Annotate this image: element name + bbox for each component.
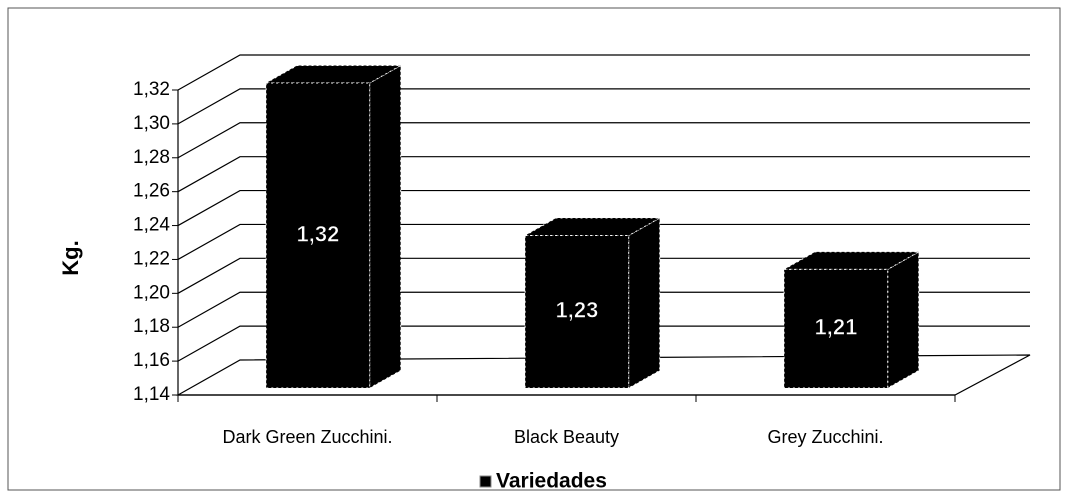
bar-side bbox=[369, 64, 402, 389]
bar bbox=[523, 217, 662, 389]
y-tick-label: 1,22 bbox=[133, 248, 170, 269]
bar-front bbox=[524, 235, 630, 389]
y-tick-label: 1,28 bbox=[133, 147, 170, 168]
bar-side bbox=[887, 251, 920, 389]
bar-front bbox=[783, 268, 889, 389]
legend-label: Variedades bbox=[496, 470, 607, 493]
y-tick-label: 1,14 bbox=[133, 384, 170, 405]
data-label: 1,23 bbox=[555, 298, 598, 323]
y-tick-label: 1,32 bbox=[133, 79, 170, 100]
bar-side bbox=[628, 217, 661, 389]
bar-top bbox=[782, 251, 921, 270]
y-tick-label: 1,24 bbox=[133, 215, 170, 236]
bar-front bbox=[265, 82, 371, 389]
y-tick-label: 1,20 bbox=[133, 282, 170, 303]
grid-line bbox=[177, 325, 1030, 362]
data-label: 1,21 bbox=[814, 315, 857, 340]
grid-line bbox=[177, 156, 1030, 193]
bar bbox=[782, 251, 921, 389]
legend-swatch bbox=[479, 475, 492, 488]
grid-line bbox=[177, 189, 1030, 227]
data-label: 1,32 bbox=[296, 221, 339, 246]
grid-line bbox=[177, 88, 1030, 125]
y-tick-label: 1,30 bbox=[133, 113, 170, 134]
grid-line bbox=[177, 257, 1030, 294]
grid-line bbox=[177, 223, 1030, 260]
y-tick-label: 1,26 bbox=[133, 181, 170, 202]
grid-line bbox=[177, 54, 1030, 91]
x-tick-label: Black Beauty bbox=[514, 427, 619, 447]
y-tick-label: 1,16 bbox=[133, 350, 170, 371]
x-tick-label: Dark Green Zucchini. bbox=[222, 427, 392, 447]
grid-line bbox=[177, 122, 1030, 159]
grid-line bbox=[177, 291, 1030, 328]
y-axis-label: Kg. bbox=[58, 240, 83, 275]
bar-top bbox=[523, 217, 662, 236]
bar-top bbox=[264, 65, 403, 84]
y-tick-label: 1,18 bbox=[133, 316, 170, 337]
x-tick-label: Grey Zucchini. bbox=[767, 427, 883, 447]
bar bbox=[264, 64, 403, 389]
